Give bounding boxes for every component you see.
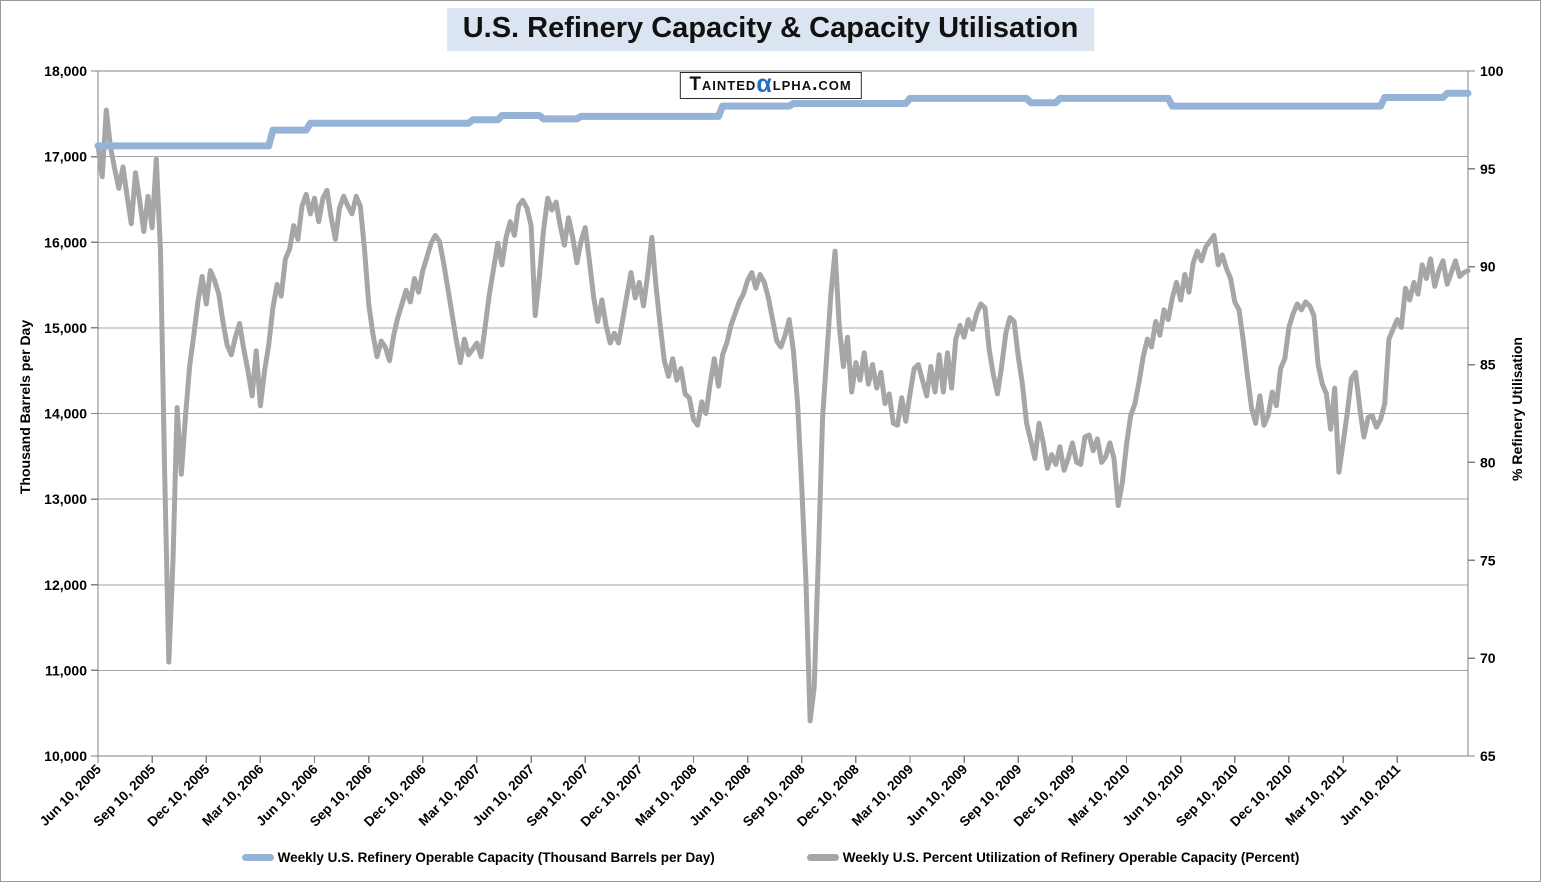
left-axis-tick-label: 18,000	[44, 63, 87, 79]
legend-label-utilization: Weekly U.S. Percent Utilization of Refin…	[842, 850, 1300, 865]
left-axis-tick-label: 13,000	[44, 491, 87, 507]
right-axis-tick-label: 80	[1480, 454, 1496, 470]
right-axis-tick-label: 90	[1480, 259, 1496, 275]
left-axis-title: Thousand Barrels per Day	[17, 319, 33, 495]
right-axis-tick-label: 70	[1480, 650, 1496, 666]
left-axis-tick-label: 15,000	[44, 320, 87, 336]
utilization-line	[95, 107, 1471, 724]
capacity-line	[94, 89, 1472, 150]
left-axis-tick-label: 16,000	[44, 234, 87, 250]
alpha-icon: α	[756, 70, 773, 98]
right-axis-tick-label: 65	[1480, 748, 1496, 764]
left-axis-tick-label: 14,000	[44, 406, 87, 422]
legend-label-capacity: Weekly U.S. Refinery Operable Capacity (…	[277, 850, 715, 865]
chart-legend: Weekly U.S. Refinery Operable Capacity (…	[1, 850, 1540, 865]
capacity-line-swatch	[241, 854, 274, 861]
watermark-prefix: Tainted	[689, 74, 757, 95]
watermark-suffix: lpha.com	[772, 74, 852, 95]
watermark-badge: Taintedαlpha.com	[679, 70, 862, 99]
left-axis-tick-label: 11,000	[45, 662, 87, 678]
left-axis-tick-label: 12,000	[44, 577, 87, 593]
right-axis-tick-label: 85	[1480, 357, 1496, 373]
right-axis-title: % Refinery Utilisation	[1509, 337, 1525, 481]
left-axis-tick-label: 10,000	[44, 748, 87, 764]
left-axis-tick-label: 17,000	[44, 149, 87, 165]
right-axis-tick-label: 75	[1480, 552, 1496, 568]
utilization-line-swatch	[806, 854, 839, 861]
chart-title: U.S. Refinery Capacity & Capacity Utilis…	[446, 8, 1095, 51]
legend-item-capacity: Weekly U.S. Refinery Operable Capacity (…	[241, 850, 715, 865]
right-axis-tick-label: 95	[1480, 161, 1496, 177]
right-axis-tick-label: 100	[1480, 63, 1504, 79]
legend-item-utilization: Weekly U.S. Percent Utilization of Refin…	[806, 850, 1300, 865]
